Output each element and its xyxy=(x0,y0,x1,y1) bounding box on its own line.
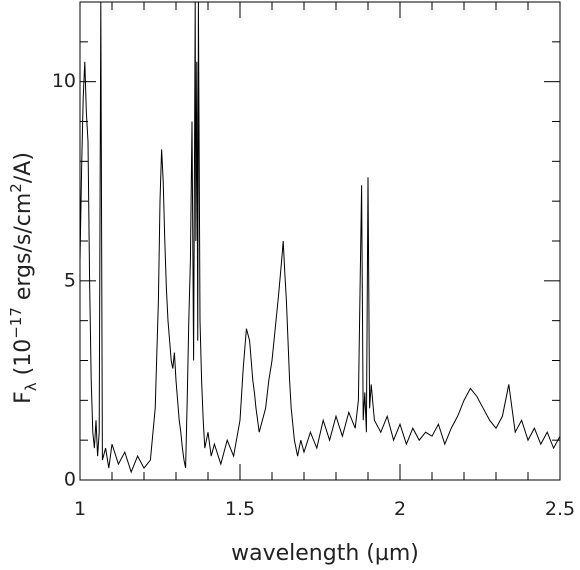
x-axis-ticks xyxy=(79,2,561,480)
y-axis-ticks xyxy=(80,1,560,481)
x-tick-label: 1.5 xyxy=(225,498,255,520)
y-tick-label: 10 xyxy=(52,70,76,92)
plot-area xyxy=(79,1,561,481)
x-tick-labels: 1 1.5 2 2.5 xyxy=(74,498,575,520)
y-tick-label: 0 xyxy=(64,469,76,491)
x-tick-label: 2 xyxy=(394,498,406,520)
spectrum-series-line xyxy=(79,1,561,474)
y-tick-labels: 0 5 10 xyxy=(52,70,76,490)
x-tick-label: 1 xyxy=(74,498,86,520)
x-tick-label: 2.5 xyxy=(545,498,575,520)
plot-frame xyxy=(79,1,561,481)
y-tick-label: 5 xyxy=(64,269,76,291)
x-axis-label: wavelength (µm) xyxy=(231,541,419,566)
y-axis-label: Fλ (10−17 ergs/s/cm2/A) xyxy=(7,152,40,404)
